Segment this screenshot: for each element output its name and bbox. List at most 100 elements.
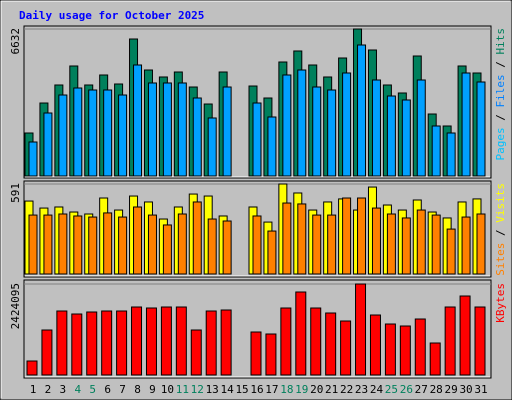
bar (101, 310, 113, 376)
bar (177, 82, 187, 177)
bar (175, 306, 187, 376)
bar (86, 311, 98, 376)
x-tick-label: 19 (295, 383, 308, 396)
bar (384, 323, 396, 376)
bar (431, 214, 441, 275)
bar (28, 214, 38, 275)
bar (207, 117, 217, 177)
x-tick-label: 5 (89, 383, 96, 396)
bar (444, 306, 456, 376)
x-tick-label: 17 (265, 383, 278, 396)
x-tick-label: 8 (134, 383, 141, 396)
bar (118, 216, 128, 275)
bar (295, 291, 307, 376)
bar (297, 69, 307, 177)
bar (222, 86, 232, 177)
bar (265, 333, 277, 376)
x-tick-label: 21 (325, 383, 338, 396)
bar (357, 197, 367, 275)
bar (310, 307, 322, 376)
bar (357, 44, 367, 177)
y-tick-label: 591 (9, 183, 22, 203)
bar (282, 202, 292, 275)
bar (58, 213, 68, 275)
bar (371, 207, 381, 275)
bar (401, 217, 411, 275)
bar (461, 72, 471, 177)
bar (28, 141, 38, 177)
x-tick-label: 15 (235, 383, 248, 396)
bar (190, 329, 202, 376)
x-tick-label: 23 (355, 383, 368, 396)
bar (282, 74, 292, 177)
bar (131, 306, 143, 376)
bar (116, 310, 128, 376)
legend-separator: / (494, 61, 507, 68)
x-tick-label: 6 (104, 383, 111, 396)
bar (416, 79, 426, 177)
x-tick-label: 27 (415, 383, 428, 396)
x-tick-label: 1 (30, 383, 37, 396)
bar (446, 228, 456, 275)
bar (474, 306, 486, 376)
x-tick-label: 31 (474, 383, 487, 396)
bar (429, 342, 441, 376)
x-tick-label: 29 (445, 383, 458, 396)
bar (459, 295, 471, 376)
x-tick-label: 7 (119, 383, 126, 396)
bar (476, 81, 486, 177)
bar (56, 310, 68, 376)
bar (327, 214, 337, 275)
bar (207, 218, 217, 275)
x-tick-label: 18 (280, 383, 293, 396)
bar (43, 112, 53, 177)
legend: Sites / Visits (494, 183, 507, 276)
bar (431, 125, 441, 177)
bar (312, 214, 322, 275)
bar (147, 82, 157, 177)
bar (369, 314, 381, 376)
bar (192, 97, 202, 177)
legend-item: Hits (494, 28, 507, 55)
bar (118, 94, 128, 177)
x-tick-label: 10 (161, 383, 174, 396)
legend: Pages / Files / Hits (494, 28, 507, 161)
bar (252, 215, 262, 275)
x-tick-label: 28 (430, 383, 443, 396)
bar (340, 320, 352, 376)
bar (192, 201, 202, 275)
bar (252, 102, 262, 177)
bar (88, 89, 98, 177)
x-tick-label: 12 (191, 383, 204, 396)
bar (162, 224, 172, 275)
x-tick-label: 22 (340, 383, 353, 396)
bar (327, 89, 337, 177)
bar (414, 318, 426, 376)
x-tick-label: 13 (206, 383, 219, 396)
bar (250, 331, 262, 376)
bar (73, 87, 83, 177)
bar (399, 325, 411, 376)
bar (222, 220, 232, 275)
legend-separator: / (494, 229, 507, 236)
bar (145, 307, 157, 376)
y-tick-label: 6632 (9, 28, 22, 55)
x-tick-label: 3 (60, 383, 67, 396)
legend: KBytes (494, 283, 507, 323)
bar (88, 216, 98, 275)
y-tick-label: 2424095 (9, 283, 22, 329)
bar (342, 197, 352, 275)
bar (401, 99, 411, 177)
bar (371, 79, 381, 177)
bar (71, 313, 83, 376)
x-tick-label: 9 (149, 383, 156, 396)
bar (205, 310, 217, 376)
x-tick-label: 24 (370, 383, 384, 396)
bar (342, 72, 352, 177)
bar (416, 209, 426, 275)
x-tick-label: 20 (310, 383, 323, 396)
legend-item: KBytes (494, 283, 507, 323)
bar (476, 213, 486, 275)
x-tick-label: 26 (400, 383, 413, 396)
